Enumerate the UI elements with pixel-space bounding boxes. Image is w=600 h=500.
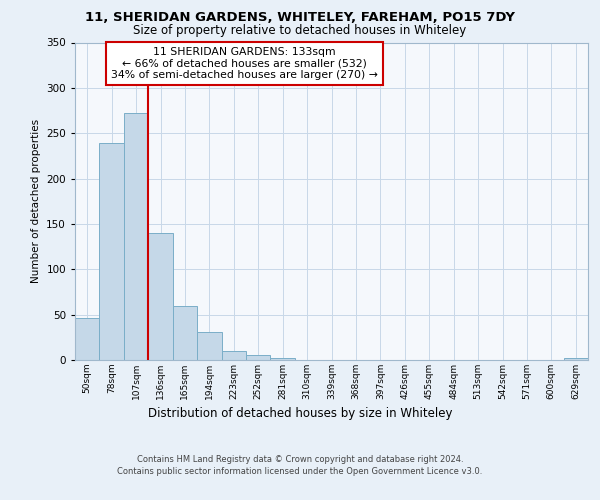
Bar	[148, 233, 173, 360]
Text: Contains HM Land Registry data © Crown copyright and database right 2024.: Contains HM Land Registry data © Crown c…	[137, 455, 463, 464]
Text: 11 SHERIDAN GARDENS: 133sqm
← 66% of detached houses are smaller (532)
34% of se: 11 SHERIDAN GARDENS: 133sqm ← 66% of det…	[111, 48, 378, 80]
Text: Distribution of detached houses by size in Whiteley: Distribution of detached houses by size …	[148, 408, 452, 420]
Text: 11, SHERIDAN GARDENS, WHITELEY, FAREHAM, PO15 7DY: 11, SHERIDAN GARDENS, WHITELEY, FAREHAM,…	[85, 11, 515, 24]
Bar	[173, 306, 197, 360]
Y-axis label: Number of detached properties: Number of detached properties	[31, 119, 41, 284]
Bar	[221, 351, 246, 360]
Bar	[100, 143, 124, 360]
Text: Size of property relative to detached houses in Whiteley: Size of property relative to detached ho…	[133, 24, 467, 37]
Bar	[246, 356, 271, 360]
Bar	[563, 358, 588, 360]
Bar	[271, 358, 295, 360]
Bar	[75, 318, 100, 360]
Bar	[124, 114, 148, 360]
Text: Contains public sector information licensed under the Open Government Licence v3: Contains public sector information licen…	[118, 467, 482, 476]
Bar	[197, 332, 221, 360]
